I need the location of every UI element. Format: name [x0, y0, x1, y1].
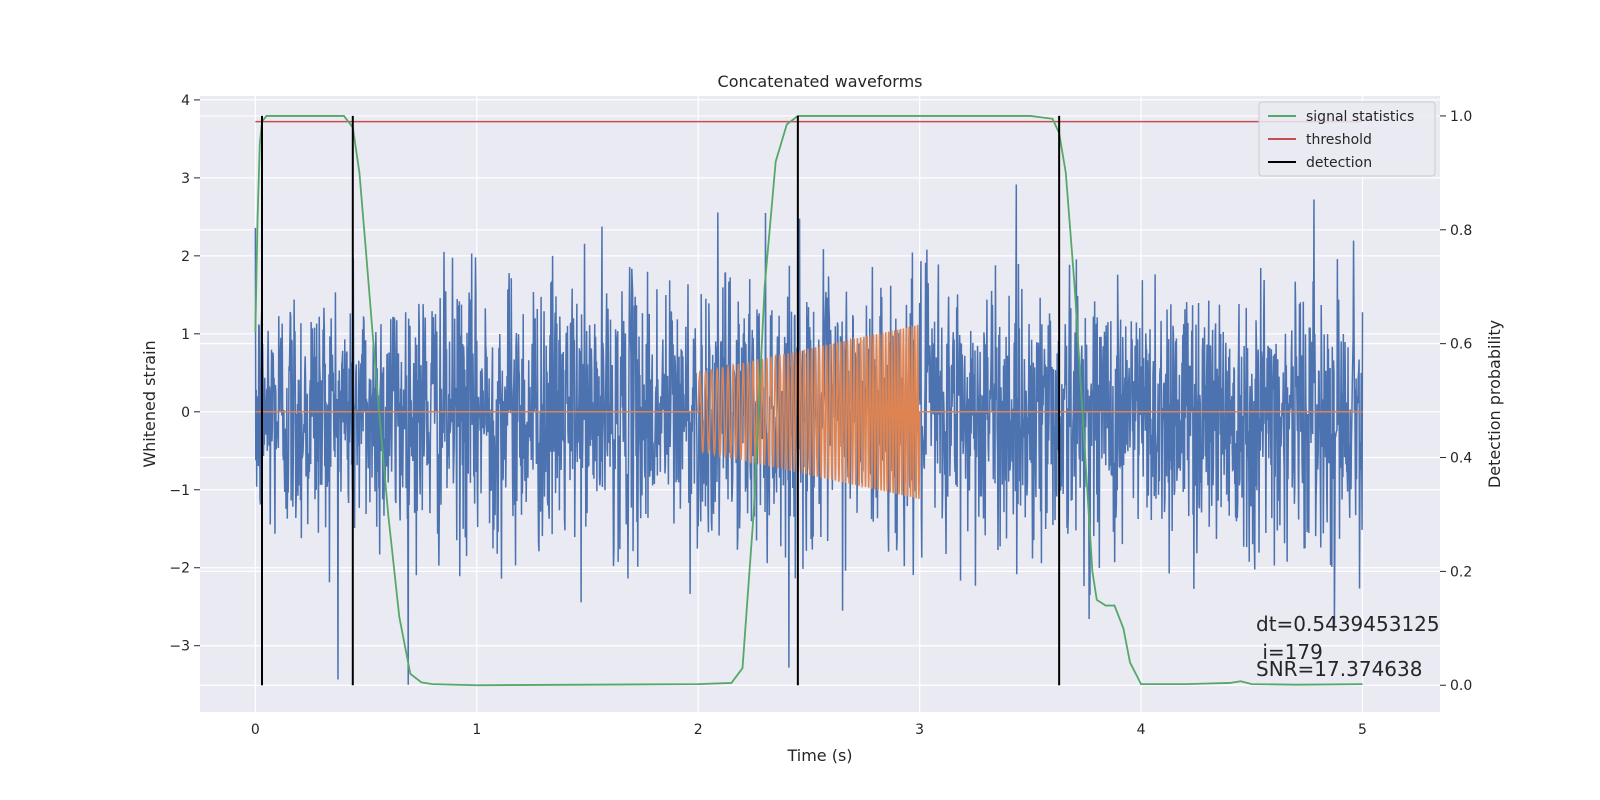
y-tick-label: −3 [169, 639, 190, 655]
y-right-tick-label: 0.2 [1450, 564, 1472, 580]
y-tick-label: 0 [181, 405, 190, 421]
series-signal-statistics [254, 115, 1363, 687]
y-tick-label: −2 [169, 561, 190, 577]
series-injected-waveform [255, 324, 1363, 500]
annotation-snr: SNR=17.374638 [1256, 657, 1422, 681]
y-axis-right-label: Detection probability [1485, 320, 1504, 488]
series-layer [254, 115, 1364, 687]
x-tick-label: 3 [915, 722, 924, 738]
legend: signal statistics threshold detection [1258, 101, 1436, 177]
y-tick-label: 2 [181, 249, 190, 265]
y-tick-label: 4 [181, 93, 190, 109]
y-axis-label: Whitened strain [140, 340, 159, 467]
x-tick-label: 1 [472, 722, 481, 738]
y-tick-label: 1 [181, 327, 190, 343]
x-axis-label: Time (s) [786, 746, 852, 765]
annotation-index: i=179 [1256, 640, 1323, 664]
y-right-tick-label: 0.8 [1450, 223, 1472, 239]
chart-title: Concatenated waveforms [718, 72, 923, 91]
annotation-dt: dt=0.5439453125 [1256, 612, 1440, 636]
x-tick-label: 4 [1137, 722, 1146, 738]
axes-layer: 0 1 2 3 4 5 −3 −2 −1 0 1 2 3 4 0.0 0.2 0.4 0.6 0.8 1.0 [169, 93, 1472, 738]
x-tick-label: 5 [1358, 722, 1367, 738]
y-right-tick-label: 1.0 [1450, 109, 1472, 125]
x-tick-label: 2 [694, 722, 703, 738]
y-right-tick-label: 0.6 [1450, 337, 1472, 353]
y-tick-label: −1 [169, 483, 190, 499]
legend-label-signal-statistics: signal statistics [1306, 109, 1414, 125]
y-right-tick-label: 0.0 [1450, 678, 1472, 694]
legend-label-detection: detection [1306, 155, 1372, 171]
x-tick-label: 0 [251, 722, 260, 738]
legend-box [1258, 101, 1436, 177]
legend-label-threshold: threshold [1306, 132, 1372, 148]
y-tick-label: 3 [181, 171, 190, 187]
y-right-tick-label: 0.4 [1450, 451, 1472, 467]
